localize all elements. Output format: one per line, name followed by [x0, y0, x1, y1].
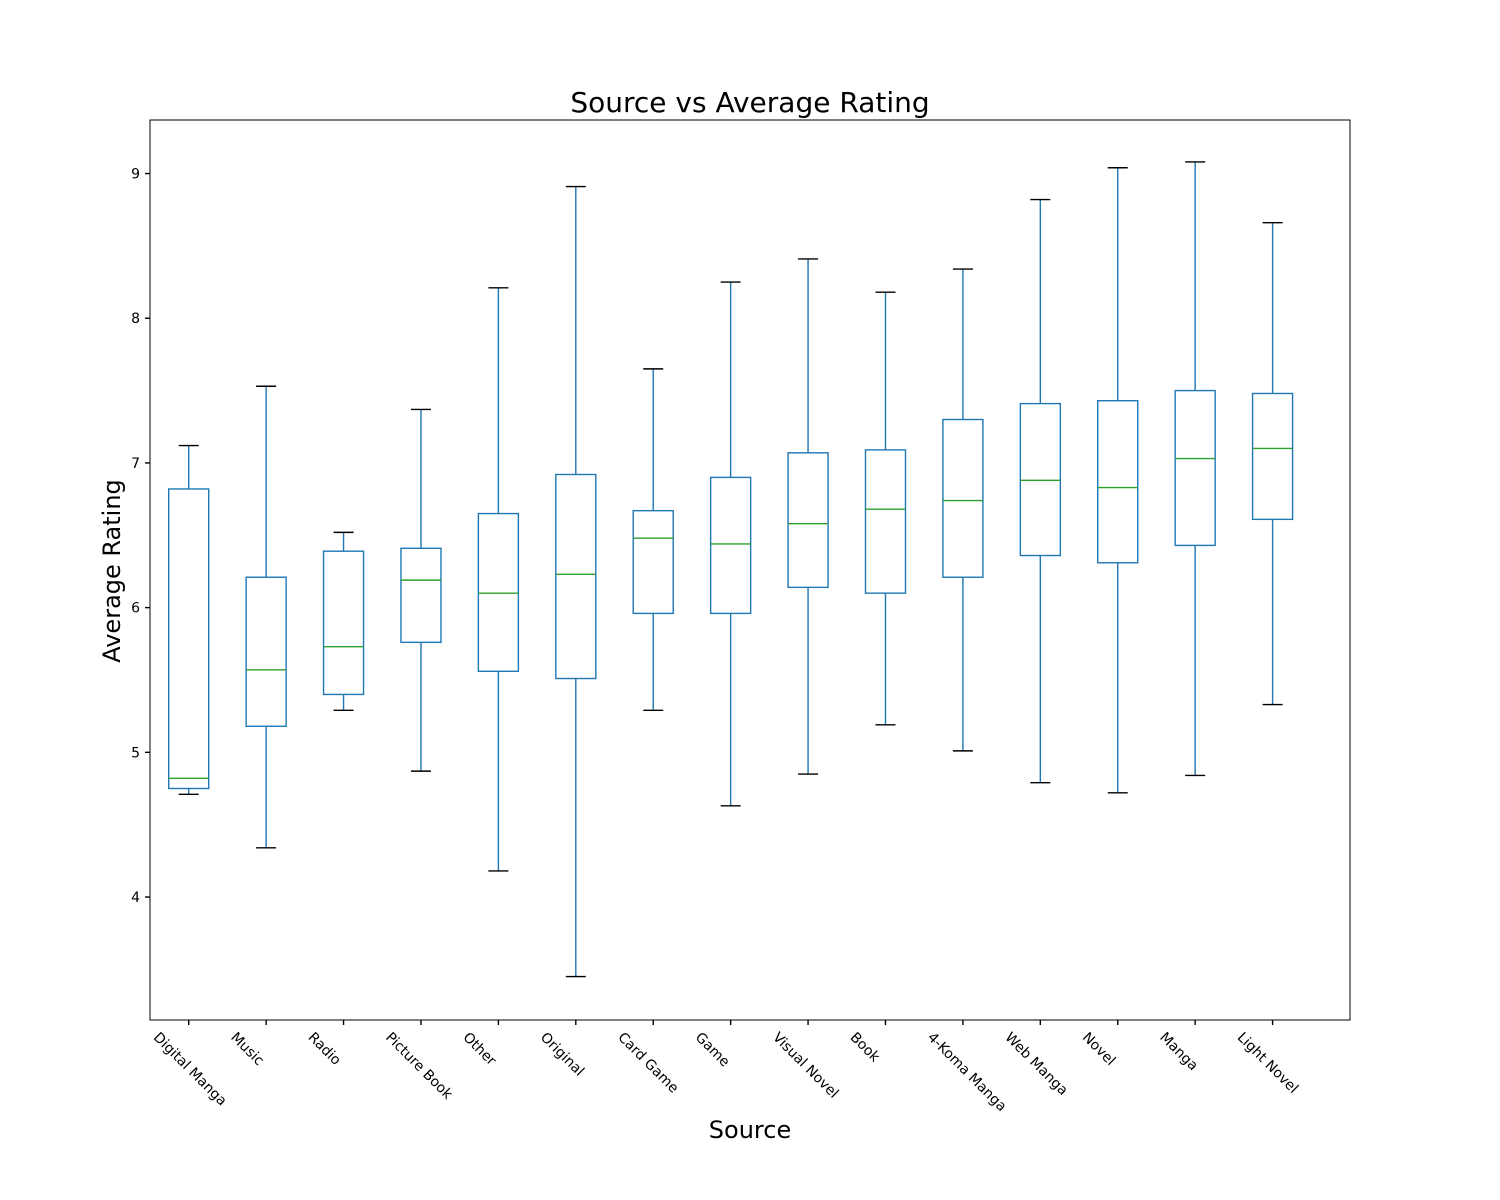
box-iqr — [787, 452, 829, 589]
box-iqr — [709, 476, 752, 615]
x-tick-label: Light Novel — [1234, 1030, 1301, 1097]
x-tick-label: Visual Novel — [769, 1030, 841, 1102]
y-tick-label: 9 — [131, 167, 140, 183]
box-iqr — [322, 550, 365, 696]
x-tick-label: Manga — [1156, 1030, 1201, 1075]
box-iqr — [1251, 392, 1294, 521]
x-tick-label: Digital Manga — [150, 1030, 230, 1110]
y-tick-label: 7 — [131, 456, 140, 472]
box-iqr — [1097, 400, 1139, 564]
box-iqr — [1174, 389, 1216, 547]
x-tick-label: Novel — [1079, 1030, 1118, 1069]
x-axis-label: Source — [709, 1116, 791, 1144]
box-iqr — [632, 509, 674, 615]
box-iqr — [864, 449, 907, 594]
box-iqr — [555, 473, 597, 680]
x-tick-label: Game — [692, 1030, 733, 1071]
box-iqr — [1019, 402, 1062, 557]
x-tick-label: Picture Book — [382, 1030, 456, 1104]
y-tick-label: 5 — [131, 745, 140, 761]
plot-frame — [149, 119, 1351, 1021]
box-iqr — [477, 512, 520, 672]
x-tick-label: Web Manga — [1001, 1030, 1070, 1099]
x-tick-label: Other — [460, 1030, 500, 1070]
box-iqr — [245, 576, 287, 727]
x-tick-label: Original — [537, 1030, 587, 1080]
x-tick-label: Book — [847, 1030, 884, 1067]
x-tick-label: 4-Koma Manga — [924, 1030, 1009, 1115]
y-tick-label: 4 — [131, 890, 140, 906]
box-iqr — [942, 418, 984, 578]
x-tick-label: Card Game — [614, 1030, 681, 1097]
y-tick-label: 8 — [131, 311, 140, 327]
box-iqr — [400, 547, 442, 644]
x-tick-label: Music — [227, 1030, 266, 1069]
box-iqr — [168, 488, 210, 790]
chart-title: Source vs Average Rating — [570, 86, 929, 119]
x-tick-label: Radio — [305, 1030, 344, 1069]
y-tick-label: 6 — [131, 601, 140, 617]
y-axis-label: Average Rating — [98, 479, 126, 663]
